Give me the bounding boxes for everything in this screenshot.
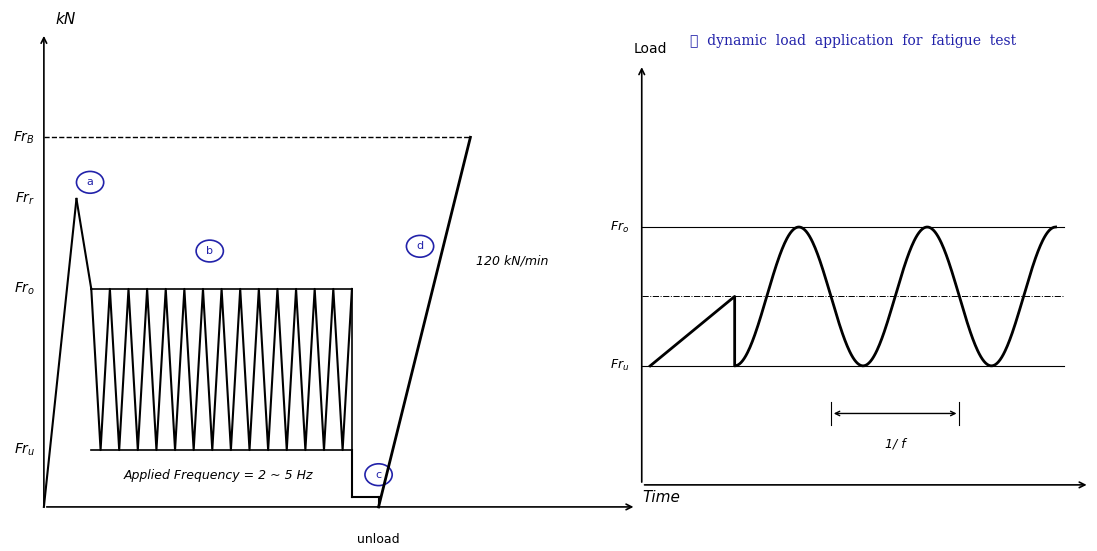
Text: $Fr_o$: $Fr_o$ (14, 281, 35, 297)
Text: a: a (87, 177, 93, 187)
Text: kN: kN (56, 12, 76, 26)
Text: unload: unload (358, 533, 400, 546)
Text: $Fr_r$: $Fr_r$ (14, 191, 35, 207)
Text: c: c (375, 469, 382, 480)
Text: Applied Frequency = 2 ~ 5 Hz: Applied Frequency = 2 ~ 5 Hz (124, 469, 314, 482)
Text: b: b (206, 246, 213, 256)
Text: $Fr_u$: $Fr_u$ (610, 358, 629, 374)
Text: $Fr_u$: $Fr_u$ (13, 442, 35, 458)
Text: Load: Load (633, 42, 667, 56)
Text: $Fr_o$: $Fr_o$ (610, 219, 629, 235)
Text: $Fr_B$: $Fr_B$ (13, 129, 35, 145)
Text: 1/ f: 1/ f (885, 437, 905, 450)
Text: d: d (417, 241, 423, 251)
Text: ⓑ  dynamic  load  application  for  fatigue  test: ⓑ dynamic load application for fatigue t… (690, 35, 1016, 48)
Text: Time: Time (642, 490, 680, 505)
Text: 120 kN/min: 120 kN/min (476, 254, 548, 267)
